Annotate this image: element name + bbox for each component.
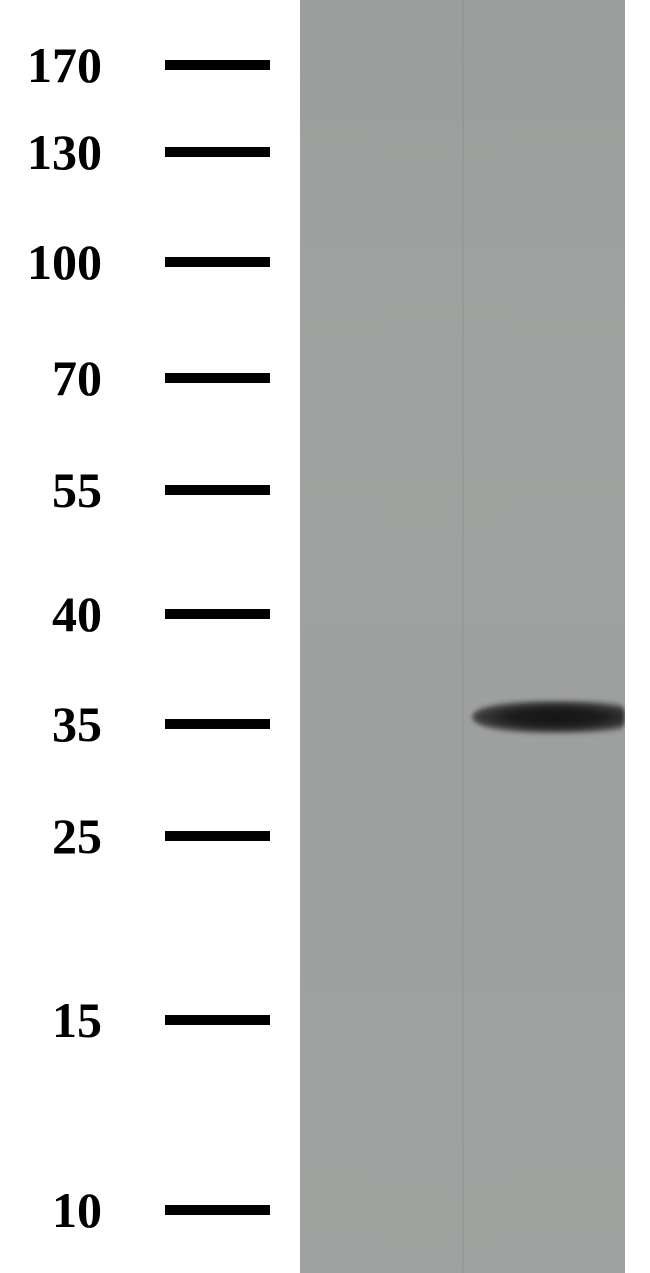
marker-label: 25 bbox=[0, 811, 120, 861]
marker-tick bbox=[165, 60, 270, 70]
protein-band bbox=[472, 700, 625, 734]
marker-row: 70 bbox=[0, 353, 300, 403]
blot-membrane bbox=[300, 0, 625, 1273]
marker-row: 10 bbox=[0, 1185, 300, 1235]
marker-label: 130 bbox=[0, 127, 120, 177]
marker-row: 55 bbox=[0, 465, 300, 515]
marker-label: 170 bbox=[0, 40, 120, 90]
marker-label: 35 bbox=[0, 699, 120, 749]
marker-tick bbox=[165, 485, 270, 495]
marker-tick bbox=[165, 147, 270, 157]
marker-label: 100 bbox=[0, 237, 120, 287]
marker-label: 40 bbox=[0, 589, 120, 639]
marker-row: 40 bbox=[0, 589, 300, 639]
marker-label: 15 bbox=[0, 995, 120, 1045]
marker-row: 100 bbox=[0, 237, 300, 287]
marker-row: 25 bbox=[0, 811, 300, 861]
marker-row: 35 bbox=[0, 699, 300, 749]
western-blot-figure: 170 130 100 70 55 40 35 25 15 10 bbox=[0, 0, 650, 1273]
marker-label: 70 bbox=[0, 353, 120, 403]
marker-label: 10 bbox=[0, 1185, 120, 1235]
marker-row: 15 bbox=[0, 995, 300, 1045]
marker-tick bbox=[165, 1205, 270, 1215]
marker-tick bbox=[165, 257, 270, 267]
marker-tick bbox=[165, 373, 270, 383]
marker-tick bbox=[165, 719, 270, 729]
marker-label: 55 bbox=[0, 465, 120, 515]
marker-tick bbox=[165, 831, 270, 841]
marker-row: 130 bbox=[0, 127, 300, 177]
molecular-weight-ladder: 170 130 100 70 55 40 35 25 15 10 bbox=[0, 0, 300, 1273]
marker-tick bbox=[165, 609, 270, 619]
marker-tick bbox=[165, 1015, 270, 1025]
lane-divider bbox=[462, 0, 464, 1273]
marker-row: 170 bbox=[0, 40, 300, 90]
